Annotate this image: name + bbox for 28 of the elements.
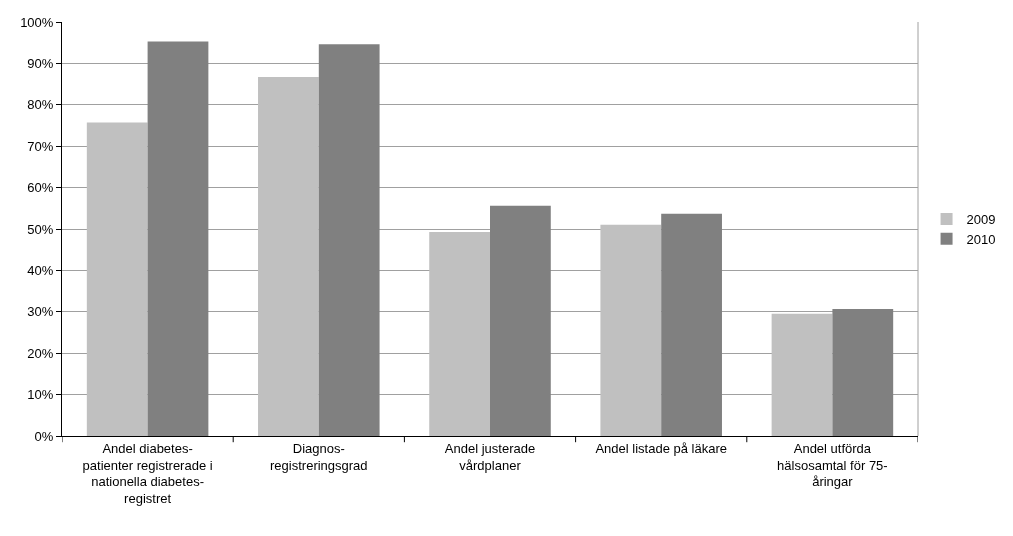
x-tick-label: Andel listade på läkare xyxy=(595,440,727,456)
y-tick-label: 0% xyxy=(34,428,54,444)
y-tick-label: 60% xyxy=(27,180,54,196)
bar xyxy=(86,122,148,436)
y-tick-label: 10% xyxy=(27,387,54,403)
bar xyxy=(832,308,894,436)
x-tick-label: Andel diabetes- patienter registrerade i nationella diabetes- registret xyxy=(82,440,213,507)
bar xyxy=(147,41,209,436)
y-tick-label: 50% xyxy=(27,221,54,237)
bar xyxy=(490,205,551,436)
bar xyxy=(429,231,490,436)
y-tick-label: 80% xyxy=(27,97,54,113)
bar xyxy=(258,77,319,436)
x-tick-label: Andel utförda hälsosamtal för 75- åringar xyxy=(777,440,888,490)
y-tick-label: 30% xyxy=(27,304,54,320)
legend-label: 2010 xyxy=(966,231,996,247)
legend-label: 2009 xyxy=(966,212,996,228)
y-tick-label: 90% xyxy=(27,55,54,71)
y-tick-label: 20% xyxy=(27,345,54,361)
bar xyxy=(661,213,722,436)
x-tick-label: Andel justerade vårdplaner xyxy=(444,440,536,473)
bar xyxy=(771,313,833,436)
y-tick-label: 100% xyxy=(20,14,54,30)
bar xyxy=(318,44,380,436)
y-tick-label: 40% xyxy=(27,262,54,278)
x-tick-label: Diagnos- registreringsgrad xyxy=(270,440,368,473)
y-tick-label: 70% xyxy=(27,138,54,154)
bar xyxy=(600,224,662,436)
